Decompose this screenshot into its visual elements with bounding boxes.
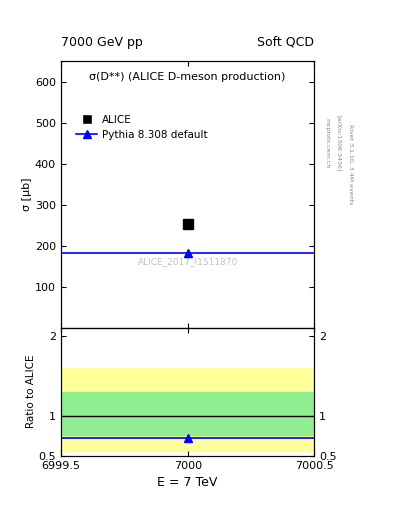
Text: ALICE_2017_I1511870: ALICE_2017_I1511870 bbox=[138, 257, 238, 266]
Text: Rivet 3.1.10, 3.4M events: Rivet 3.1.10, 3.4M events bbox=[348, 124, 353, 204]
Bar bbox=[61, 368, 314, 451]
Y-axis label: σ [μb]: σ [μb] bbox=[22, 178, 32, 211]
Bar bbox=[61, 392, 314, 435]
Text: [arXiv:1306.3436]: [arXiv:1306.3436] bbox=[336, 115, 341, 172]
Text: Soft QCD: Soft QCD bbox=[257, 36, 314, 49]
Text: mcplots.cern.ch: mcplots.cern.ch bbox=[324, 118, 329, 168]
Text: σ(D**) (ALICE D-meson production): σ(D**) (ALICE D-meson production) bbox=[90, 72, 286, 82]
X-axis label: E = 7 TeV: E = 7 TeV bbox=[158, 476, 218, 489]
Y-axis label: Ratio to ALICE: Ratio to ALICE bbox=[26, 355, 36, 429]
Legend: ALICE, Pythia 8.308 default: ALICE, Pythia 8.308 default bbox=[76, 115, 208, 140]
Text: 7000 GeV pp: 7000 GeV pp bbox=[61, 36, 143, 49]
